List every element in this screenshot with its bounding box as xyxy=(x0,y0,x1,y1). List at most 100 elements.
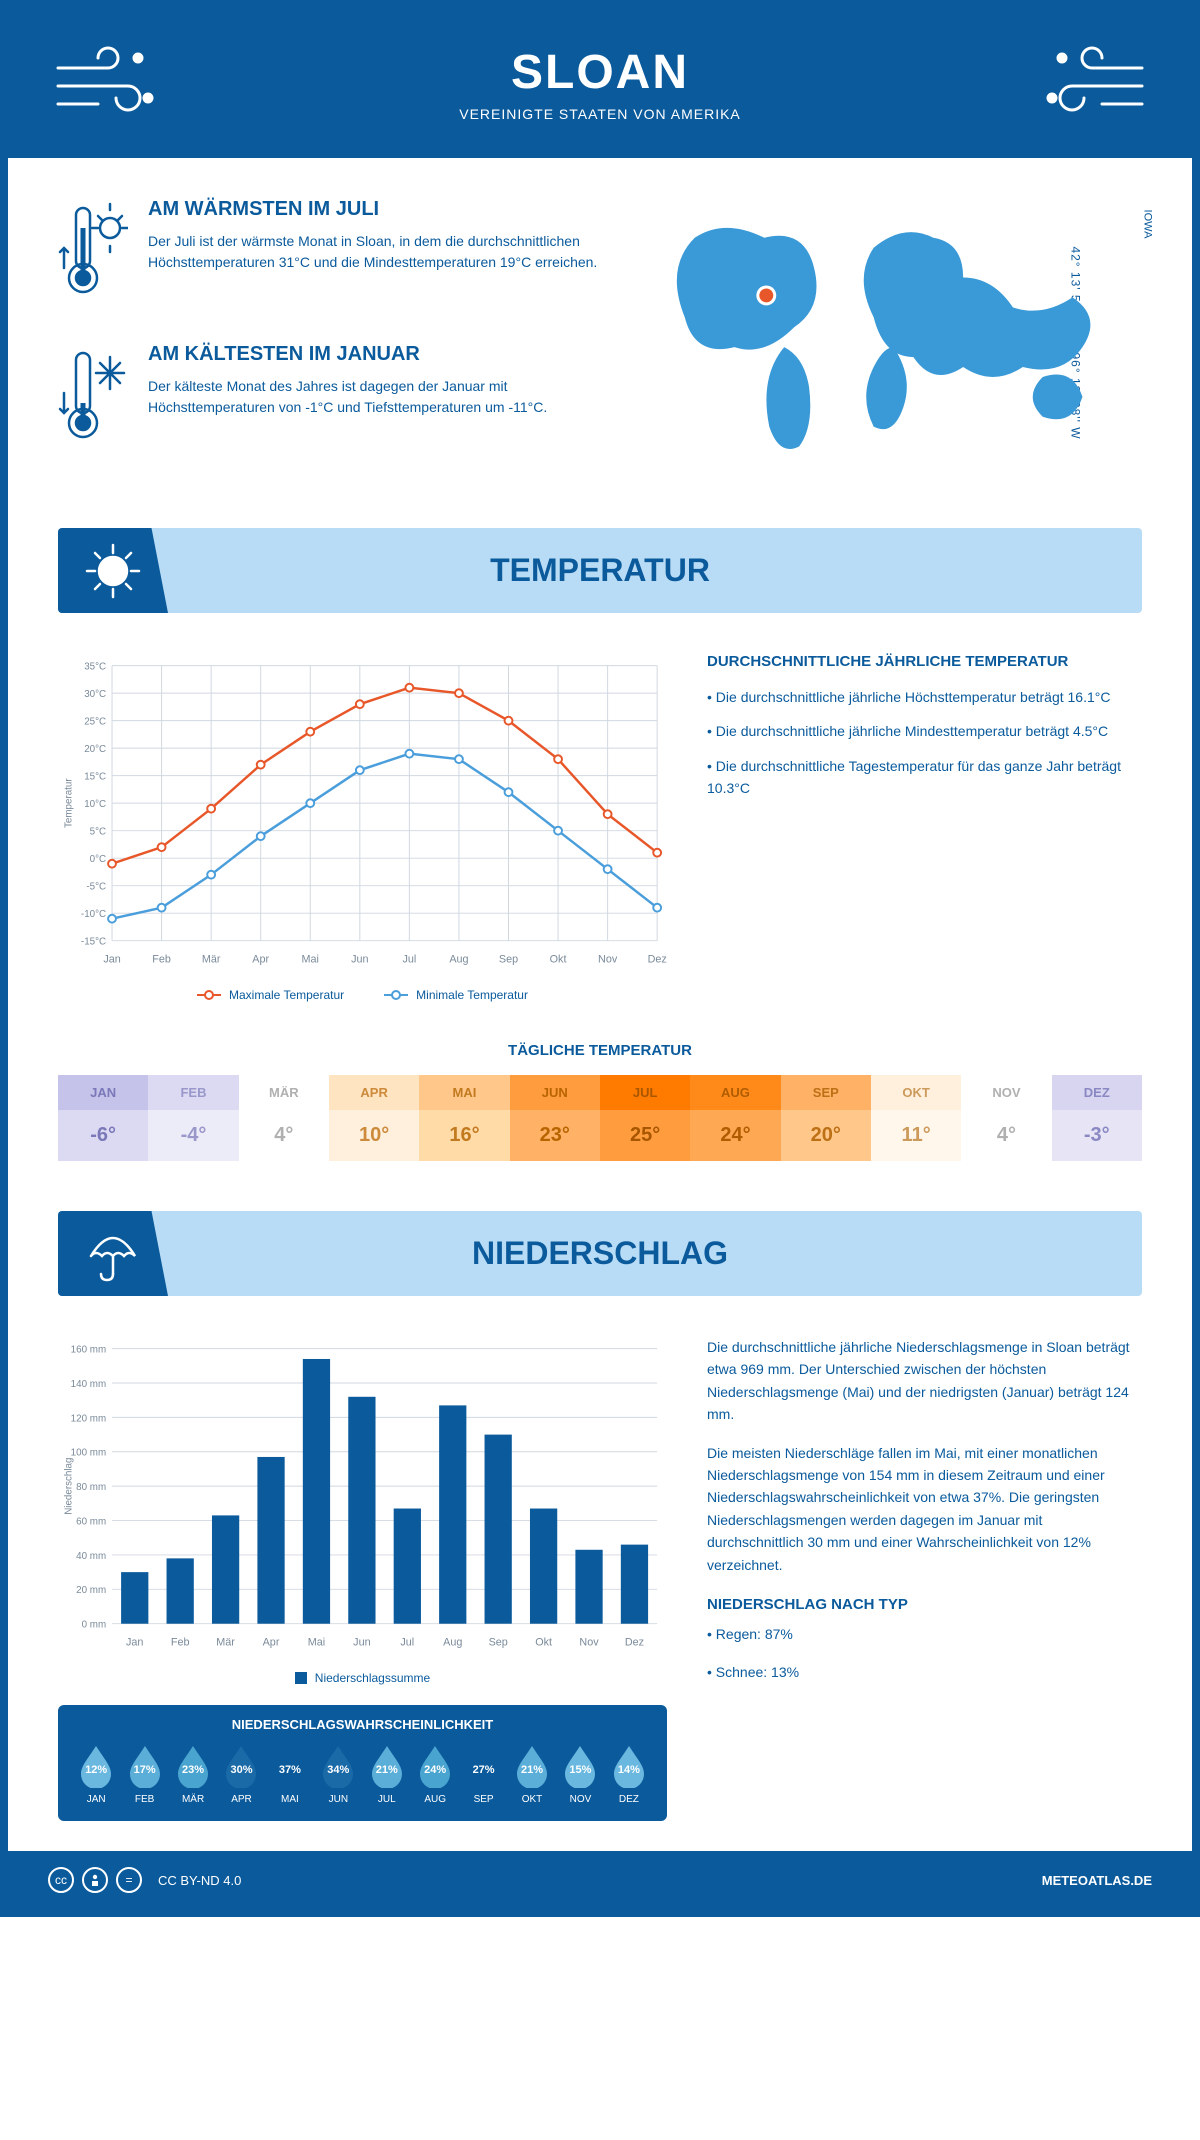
daily-cell: JUL 25° xyxy=(600,1075,690,1161)
sun-icon xyxy=(58,528,168,613)
coldest-title: AM KÄLTESTEN IM JANUAR xyxy=(148,343,605,366)
svg-text:120 mm: 120 mm xyxy=(71,1413,106,1424)
license-text: CC BY-ND 4.0 xyxy=(158,1873,241,1888)
svg-text:Mai: Mai xyxy=(308,1636,325,1648)
coldest-fact: AM KÄLTESTEN IM JANUAR Der kälteste Mona… xyxy=(58,343,605,458)
svg-text:Aug: Aug xyxy=(449,953,468,965)
svg-text:30°C: 30°C xyxy=(84,689,106,700)
svg-text:Mär: Mär xyxy=(202,953,221,965)
temperature-chart: -15°C -10°C -5°C 0°C 5°C 10°C 15°C 20°C 25°C 30°C… xyxy=(58,653,667,1002)
svg-text:25°C: 25°C xyxy=(84,717,106,728)
svg-text:Jul: Jul xyxy=(402,953,416,965)
prob-drop: 37% MAI xyxy=(268,1744,312,1805)
svg-text:Aug: Aug xyxy=(443,1636,462,1648)
daily-cell: MAI 16° xyxy=(419,1075,509,1161)
prob-drop: 14% DEZ xyxy=(607,1744,651,1805)
svg-text:Apr: Apr xyxy=(252,953,269,965)
svg-text:Feb: Feb xyxy=(171,1636,190,1648)
country-name: VEREINIGTE STAATEN VON AMERIKA xyxy=(168,106,1032,122)
warmest-text: Der Juli ist der wärmste Monat in Sloan,… xyxy=(148,231,605,273)
nd-icon: = xyxy=(116,1867,142,1893)
svg-text:Jul: Jul xyxy=(400,1636,414,1648)
svg-text:Sep: Sep xyxy=(489,1636,508,1648)
daily-cell: FEB -4° xyxy=(148,1075,238,1161)
daily-cell: SEP 20° xyxy=(781,1075,871,1161)
svg-text:-15°C: -15°C xyxy=(81,937,106,948)
svg-text:0°C: 0°C xyxy=(90,854,106,865)
warmest-title: AM WÄRMSTEN IM JULI xyxy=(148,198,605,221)
svg-text:100 mm: 100 mm xyxy=(71,1448,106,1459)
umbrella-icon xyxy=(58,1211,168,1296)
svg-text:0 mm: 0 mm xyxy=(82,1620,107,1631)
intro-section: AM WÄRMSTEN IM JULI Der Juli ist der wär… xyxy=(58,198,1142,488)
svg-text:Dez: Dez xyxy=(648,953,667,965)
prob-title: NIEDERSCHLAGSWAHRSCHEINLICHKEIT xyxy=(74,1717,651,1732)
prob-drop: 21% OKT xyxy=(510,1744,554,1805)
license-block: cc = CC BY-ND 4.0 xyxy=(48,1867,241,1893)
precipitation-summary: Die durchschnittliche jährliche Niedersc… xyxy=(707,1336,1142,1821)
temp-legend: Maximale Temperatur Minimale Temperatur xyxy=(58,988,667,1002)
prob-drop: 30% APR xyxy=(219,1744,263,1805)
daily-temp-title: TÄGLICHE TEMPERATUR xyxy=(58,1042,1142,1059)
svg-text:Temperatur: Temperatur xyxy=(64,778,75,828)
climate-infographic: SLOAN VEREINIGTE STAATEN VON AMERIKA xyxy=(0,0,1200,1917)
daily-cell: OKT 11° xyxy=(871,1075,961,1161)
by-icon xyxy=(82,1867,108,1893)
world-map: IOWA 42° 13' 50'' N — 96° 13' 38'' W xyxy=(645,198,1142,488)
prob-drop: 24% AUG xyxy=(413,1744,457,1805)
daily-cell: JUN 23° xyxy=(510,1075,600,1161)
daily-cell: JAN -6° xyxy=(58,1075,148,1161)
svg-text:10°C: 10°C xyxy=(84,799,106,810)
prob-drop: 15% NOV xyxy=(558,1744,602,1805)
svg-text:Jan: Jan xyxy=(126,1636,143,1648)
prob-drop: 21% JUL xyxy=(365,1744,409,1805)
temp-heading: DURCHSCHNITTLICHE JÄHRLICHE TEMPERATUR xyxy=(707,653,1142,670)
svg-text:35°C: 35°C xyxy=(84,662,106,673)
daily-cell: DEZ -3° xyxy=(1052,1075,1142,1161)
precipitation-banner: NIEDERSCHLAG xyxy=(58,1211,1142,1296)
svg-text:Mai: Mai xyxy=(302,953,319,965)
temperature-summary: DURCHSCHNITTLICHE JÄHRLICHE TEMPERATUR •… xyxy=(707,653,1142,1002)
svg-text:Apr: Apr xyxy=(263,1636,280,1648)
svg-text:Niederschlag: Niederschlag xyxy=(64,1458,75,1515)
svg-text:20 mm: 20 mm xyxy=(76,1585,106,1596)
svg-text:Jun: Jun xyxy=(353,1636,370,1648)
wind-icon-left xyxy=(48,38,168,128)
thermometer-cold-icon xyxy=(58,343,128,458)
svg-text:Feb: Feb xyxy=(152,953,171,965)
svg-text:20°C: 20°C xyxy=(84,744,106,755)
temp-section-title: TEMPERATUR xyxy=(490,552,710,588)
svg-text:Nov: Nov xyxy=(579,1636,599,1648)
svg-text:160 mm: 160 mm xyxy=(71,1345,106,1356)
coldest-text: Der kälteste Monat des Jahres ist dagege… xyxy=(148,376,605,418)
svg-text:140 mm: 140 mm xyxy=(71,1379,106,1390)
daily-cell: APR 10° xyxy=(329,1075,419,1161)
svg-text:60 mm: 60 mm xyxy=(76,1516,106,1527)
precip-type-heading: NIEDERSCHLAG NACH TYP xyxy=(707,1596,1142,1613)
site-name: METEOATLAS.DE xyxy=(1042,1873,1152,1888)
warmest-fact: AM WÄRMSTEN IM JULI Der Juli ist der wär… xyxy=(58,198,605,313)
daily-cell: AUG 24° xyxy=(690,1075,780,1161)
svg-text:Sep: Sep xyxy=(499,953,518,965)
prob-drop: 34% JUN xyxy=(316,1744,360,1805)
svg-text:40 mm: 40 mm xyxy=(76,1551,106,1562)
svg-text:5°C: 5°C xyxy=(90,827,106,838)
svg-text:-5°C: -5°C xyxy=(86,882,106,893)
svg-text:-10°C: -10°C xyxy=(81,909,106,920)
footer: cc = CC BY-ND 4.0 METEOATLAS.DE xyxy=(8,1851,1192,1909)
city-name: SLOAN xyxy=(168,45,1032,100)
prob-drop: 23% MÄR xyxy=(171,1744,215,1805)
svg-text:80 mm: 80 mm xyxy=(76,1482,106,1493)
wind-icon-right xyxy=(1032,38,1152,128)
precip-section-title: NIEDERSCHLAG xyxy=(472,1235,728,1271)
prob-drop: 27% SEP xyxy=(461,1744,505,1805)
precipitation-probability-box: NIEDERSCHLAGSWAHRSCHEINLICHKEIT 12% JAN … xyxy=(58,1705,667,1821)
thermometer-hot-icon xyxy=(58,198,128,313)
svg-text:15°C: 15°C xyxy=(84,772,106,783)
svg-text:Jan: Jan xyxy=(103,953,120,965)
precipitation-chart: 0 mm 20 mm 40 mm 60 mm 80 mm 100 mm 120 mm 140 … xyxy=(58,1336,667,1656)
svg-text:Okt: Okt xyxy=(550,953,567,965)
prob-drop: 17% FEB xyxy=(122,1744,166,1805)
precip-legend: Niederschlagssumme xyxy=(58,1671,667,1685)
svg-text:Jun: Jun xyxy=(351,953,368,965)
